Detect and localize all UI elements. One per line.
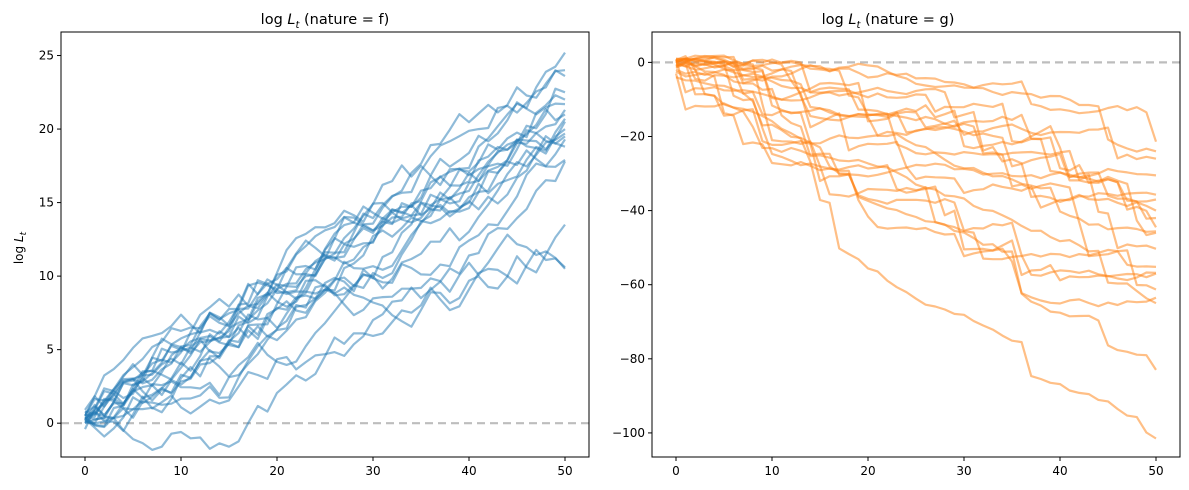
x-tick-label: 0	[672, 464, 680, 478]
plot-area-f: 0 10 20 30 40 50 0 5 10 15 20 25	[39, 31, 590, 478]
x-tick-label: 10	[173, 464, 188, 478]
y-tick-label: 25	[39, 49, 54, 63]
series-line	[675, 58, 1157, 203]
y-tick-label: 5	[46, 343, 54, 357]
series-line	[84, 128, 566, 411]
chart-title-g: log Lt (nature = g)	[822, 12, 955, 31]
series-line	[675, 56, 1157, 209]
series-line	[675, 60, 1157, 440]
series-line	[84, 94, 566, 417]
series-line	[84, 135, 566, 419]
x-tick-label: 20	[860, 464, 875, 478]
y-tick-label: 0	[637, 55, 645, 69]
series-line	[84, 132, 566, 420]
y-tick-label: 10	[39, 269, 54, 283]
series-line	[675, 62, 1157, 282]
chart-title-f: log Lt (nature = f)	[261, 12, 390, 31]
chart-panel-f: log Lt (nature = f) log Lt 0 10 20 30 40 50 0 5…	[12, 12, 590, 478]
series-line	[675, 76, 1157, 371]
series-line	[84, 132, 566, 417]
x-tick-label: 50	[557, 464, 572, 478]
y-tick-label: 20	[39, 122, 54, 136]
series-line	[675, 55, 1157, 268]
y-tick-label: 0	[46, 416, 54, 430]
x-tick-label: 10	[764, 464, 779, 478]
series-line	[84, 233, 566, 425]
y-tick-label: −60	[620, 278, 645, 292]
y-tick-label: −80	[620, 352, 645, 366]
x-tick-label: 0	[81, 464, 89, 478]
axes-frame	[60, 31, 590, 458]
x-tick-label: 20	[269, 464, 284, 478]
series-line	[675, 54, 1157, 220]
series-line	[84, 223, 566, 430]
series-line	[675, 57, 1157, 212]
x-tick-label: 30	[956, 464, 971, 478]
series-line	[675, 54, 1157, 153]
y-tick-label: −40	[620, 204, 645, 218]
y-tick-label: 15	[39, 196, 54, 210]
series-line	[675, 62, 1157, 237]
series-line	[675, 57, 1157, 305]
series-line	[675, 70, 1157, 291]
x-tick-label: 40	[1052, 464, 1067, 478]
chart-panel-g: log Lt (nature = g) 0 10 20 30 40 50 0 −20 −40 −6…	[612, 12, 1181, 478]
series-line	[674, 59, 1157, 181]
series-line	[84, 138, 566, 421]
y-axis-label-f: log Lt	[12, 231, 29, 264]
series-line	[675, 68, 1157, 228]
series-line	[84, 69, 566, 416]
y-tick-label: −100	[612, 426, 645, 440]
y-tick-label: −20	[620, 129, 645, 143]
series-line	[84, 248, 566, 451]
x-tick-label: 40	[461, 464, 476, 478]
series-line	[675, 59, 1157, 161]
axes-frame	[651, 31, 1181, 458]
series-line	[84, 101, 566, 421]
x-tick-label: 30	[365, 464, 380, 478]
plot-area-g: 0 10 20 30 40 50 0 −20 −40 −60 −80 −100	[612, 31, 1181, 478]
x-tick-label: 50	[1148, 464, 1163, 478]
